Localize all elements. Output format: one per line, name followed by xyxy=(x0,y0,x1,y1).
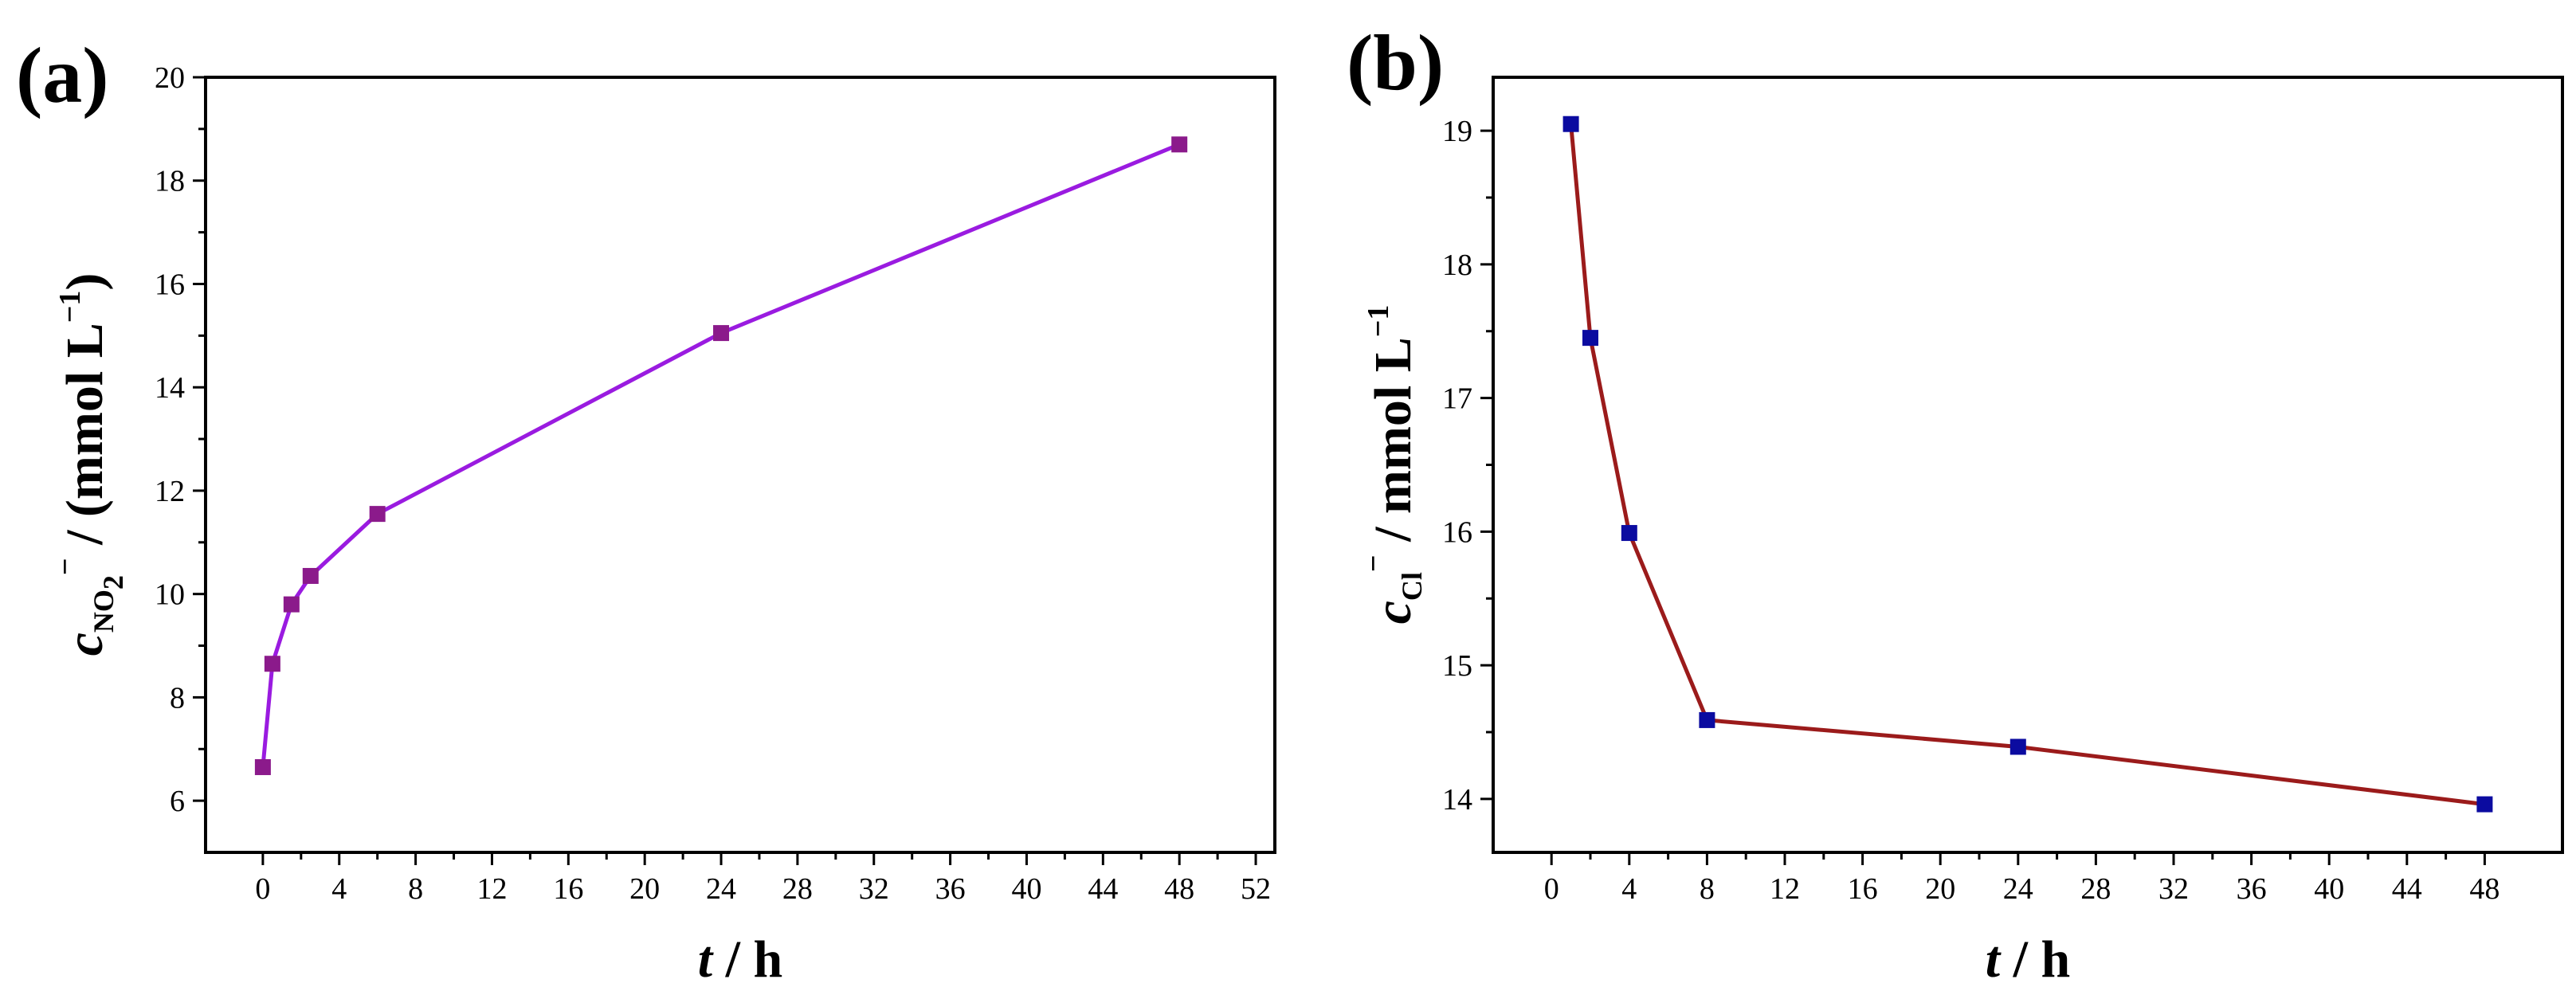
x-tick-label: 0 xyxy=(255,872,270,906)
panel-a-y-axis-title: cNO2− / (mmol L−1) xyxy=(49,273,129,656)
data-point xyxy=(713,325,730,342)
x-tick-label: 24 xyxy=(2003,872,2033,906)
data-point xyxy=(2009,738,2026,755)
series-line xyxy=(261,142,1181,768)
data-point xyxy=(264,656,280,672)
y-tick-label: 17 xyxy=(1442,382,1472,416)
x-tick-label: 40 xyxy=(2314,872,2344,906)
panel-a-x-ticks: 0 4 8 12 16 20 24 28 32 36 40 44 48 52 xyxy=(255,852,1271,906)
y-tick-label: 20 xyxy=(155,61,185,95)
data-point xyxy=(1171,136,1188,153)
y-tick-label: 19 xyxy=(1442,115,1472,148)
x-tick-label: 8 xyxy=(408,872,423,906)
panel-b-y-axis-title: cCl− / mmol L−1 xyxy=(1357,305,1428,625)
panel-b-plot-area xyxy=(1562,116,2493,813)
data-point xyxy=(302,567,319,584)
data-point xyxy=(254,758,271,775)
x-tick-label: 44 xyxy=(2392,872,2422,906)
panel-a: (a) 0 4 8 12 16 20 24 28 32 36 40 44 48 52 6810121416… xyxy=(16,31,1276,989)
x-tick-label: 28 xyxy=(2080,872,2111,906)
x-tick-label: 48 xyxy=(1164,872,1194,906)
x-tick-label: 0 xyxy=(1544,872,1559,906)
data-point xyxy=(283,596,300,613)
y-tick-label: 16 xyxy=(1442,515,1472,549)
x-tick-label: 4 xyxy=(1621,872,1637,906)
x-tick-label: 20 xyxy=(1925,872,1955,906)
y-tick-label: 18 xyxy=(155,165,185,198)
panel-a-label: (a) xyxy=(16,31,109,119)
data-point xyxy=(1621,525,1637,542)
series-line xyxy=(1569,123,2485,807)
y-tick-label: 15 xyxy=(1442,649,1472,683)
x-tick-label: 12 xyxy=(1770,872,1800,906)
x-tick-label: 8 xyxy=(1700,872,1715,906)
x-tick-label: 32 xyxy=(859,872,889,906)
y-tick-label: 18 xyxy=(1442,249,1472,282)
panel-b-label: (b) xyxy=(1347,18,1444,107)
x-tick-label: 16 xyxy=(1848,872,1878,906)
panel-b-x-axis-title: t / h xyxy=(1986,930,2070,989)
panel-a-plot-area xyxy=(254,136,1188,775)
x-tick-label: 40 xyxy=(1011,872,1041,906)
x-tick-label: 20 xyxy=(629,872,660,906)
x-tick-label: 52 xyxy=(1241,872,1271,906)
x-tick-label: 16 xyxy=(553,872,583,906)
x-tick-label: 24 xyxy=(706,872,736,906)
x-tick-label: 4 xyxy=(331,872,347,906)
y-tick-label: 6 xyxy=(170,785,185,818)
y-tick-label: 14 xyxy=(155,371,185,405)
data-point xyxy=(1699,711,1715,728)
x-tick-label: 12 xyxy=(476,872,507,906)
panel-a-x-axis-title: t / h xyxy=(698,930,782,989)
y-tick-label: 10 xyxy=(155,578,185,612)
y-tick-label: 8 xyxy=(170,681,185,715)
x-tick-label: 36 xyxy=(935,872,966,906)
data-point xyxy=(1562,116,1579,132)
y-tick-label: 16 xyxy=(155,268,185,301)
y-tick-label: 12 xyxy=(155,475,185,508)
x-tick-label: 48 xyxy=(2469,872,2500,906)
panel-b-frame xyxy=(1492,76,2564,854)
panel-b: (b) 0 4 8 12 16 20 24 28 32 36 40 44 48 141516171819… xyxy=(1347,18,2564,989)
panel-a-frame xyxy=(204,76,1276,854)
data-point xyxy=(1582,330,1598,347)
x-tick-label: 36 xyxy=(2237,872,2267,906)
data-point xyxy=(369,506,386,523)
y-tick-label: 14 xyxy=(1442,783,1472,817)
panel-b-x-ticks: 0 4 8 12 16 20 24 28 32 36 40 44 48 xyxy=(1544,852,2500,906)
x-tick-label: 28 xyxy=(782,872,813,906)
data-point xyxy=(2476,796,2493,813)
panel-a-y-ticks: 6 8 10 12 14 16 18 20 xyxy=(155,61,206,818)
panel-b-y-ticks: 14 15 16 17 18 19 xyxy=(1442,115,1493,817)
x-tick-label: 32 xyxy=(2158,872,2189,906)
x-tick-label: 44 xyxy=(1088,872,1118,906)
